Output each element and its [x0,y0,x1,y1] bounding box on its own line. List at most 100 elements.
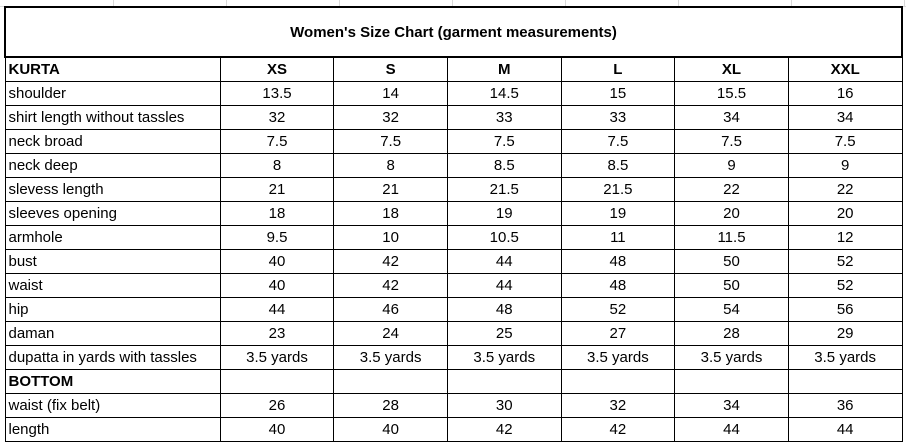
measurement-label: bust [4,249,221,274]
measurement-label: length [4,417,221,442]
bottom-header-row: BOTTOM [4,369,903,394]
table-row: waist 40 42 44 48 50 52 [4,273,903,298]
measurement-label: neck deep [4,153,221,178]
measurement-value: 44 [219,297,335,322]
measurement-value: 22 [674,177,789,202]
measurement-value: 9.5 [219,225,335,250]
measurement-value: 27 [560,321,676,346]
table-row: daman 23 24 25 27 28 29 [4,321,903,346]
measurement-label: waist (fix belt) [4,393,221,418]
measurement-value: 3.5 yards [560,345,676,370]
measurement-value: 42 [333,273,448,298]
size-header-l: L [560,56,676,82]
measurement-value: 14.5 [446,81,562,106]
measurement-label: slevess length [4,177,221,202]
measurement-value: 40 [219,417,335,442]
measurement-value: 50 [674,249,789,274]
measurement-value: 7.5 [219,129,335,154]
measurement-value: 48 [560,249,676,274]
measurement-value: 3.5 yards [787,345,903,370]
measurement-value: 24 [333,321,448,346]
measurement-label: waist [4,273,221,298]
measurement-value: 44 [787,417,903,442]
table-row: sleeves opening 18 18 19 19 20 20 [4,201,903,226]
measurement-label: hip [4,297,221,322]
measurement-value: 7.5 [560,129,676,154]
table-row: hip 44 46 48 52 54 56 [4,297,903,322]
measurement-value: 3.5 yards [446,345,562,370]
measurement-value: 19 [560,201,676,226]
measurement-value: 48 [446,297,562,322]
measurement-value: 10.5 [446,225,562,250]
measurement-value: 46 [333,297,448,322]
measurement-value: 16 [787,81,903,106]
measurement-value: 30 [446,393,562,418]
table-row: dupatta in yards with tassles 3.5 yards 3.… [4,345,903,370]
measurement-value: 32 [333,105,448,130]
measurement-value: 3.5 yards [674,345,789,370]
measurement-value: 32 [219,105,335,130]
measurement-label: dupatta in yards with tassles [4,345,221,370]
measurement-value: 9 [674,153,789,178]
measurement-value: 7.5 [787,129,903,154]
measurement-value: 52 [560,297,676,322]
chart-title: Women's Size Chart (garment measurements… [4,6,903,58]
size-header-xxl: XXL [787,56,903,82]
measurement-value: 28 [333,393,448,418]
measurement-value: 36 [787,393,903,418]
measurement-value: 50 [674,273,789,298]
measurement-value: 32 [560,393,676,418]
empty-cell [219,369,335,394]
table-row: shirt length without tassles 32 32 33 33 34 34 [4,105,903,130]
measurement-value: 11 [560,225,676,250]
measurement-value: 42 [560,417,676,442]
measurement-value: 52 [787,273,903,298]
measurement-value: 29 [787,321,903,346]
measurement-value: 40 [219,273,335,298]
measurement-value: 12 [787,225,903,250]
measurement-value: 52 [787,249,903,274]
table-row: waist (fix belt) 26 28 30 32 34 36 [4,393,903,418]
size-header-m: M [446,56,562,82]
measurement-value: 28 [674,321,789,346]
measurement-value: 19 [446,201,562,226]
table-row: neck deep 8 8 8.5 8.5 9 9 [4,153,903,178]
kurta-section-label: KURTA [4,56,221,82]
measurement-value: 15 [560,81,676,106]
measurement-value: 13.5 [219,81,335,106]
table-row: length 40 40 42 42 44 44 [4,417,903,442]
measurement-value: 9 [787,153,903,178]
measurement-value: 23 [219,321,335,346]
measurement-value: 44 [446,273,562,298]
empty-cell [674,369,789,394]
table-row: slevess length 21 21 21.5 21.5 22 22 [4,177,903,202]
measurement-value: 15.5 [674,81,789,106]
measurement-value: 25 [446,321,562,346]
measurement-value: 8.5 [446,153,562,178]
measurement-value: 56 [787,297,903,322]
measurement-value: 7.5 [674,129,789,154]
measurement-value: 33 [560,105,676,130]
size-chart-table: Women's Size Chart (garment measurements… [4,6,903,442]
measurement-value: 3.5 yards [333,345,448,370]
measurement-value: 34 [787,105,903,130]
measurement-value: 44 [446,249,562,274]
size-header-s: S [333,56,448,82]
measurement-value: 14 [333,81,448,106]
size-header-xs: XS [219,56,335,82]
measurement-value: 11.5 [674,225,789,250]
measurement-value: 20 [787,201,903,226]
table-row: neck broad 7.5 7.5 7.5 7.5 7.5 7.5 [4,129,903,154]
measurement-value: 8.5 [560,153,676,178]
measurement-value: 42 [333,249,448,274]
table-row: bust 40 42 44 48 50 52 [4,249,903,274]
measurement-value: 21.5 [446,177,562,202]
measurement-value: 34 [674,393,789,418]
bottom-section-label: BOTTOM [4,369,221,394]
measurement-label: sleeves opening [4,201,221,226]
measurement-value: 21.5 [560,177,676,202]
measurement-value: 21 [219,177,335,202]
title-row: Women's Size Chart (garment measurements… [4,6,903,58]
empty-cell [446,369,562,394]
